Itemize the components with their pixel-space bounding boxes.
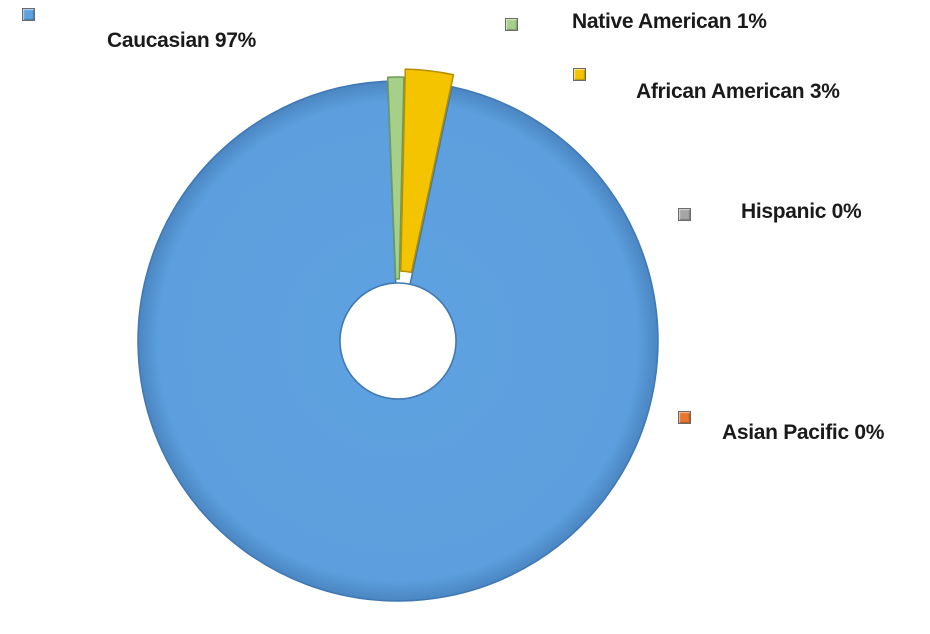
legend-label-asian-pacific: Asian Pacific 0% [722, 421, 885, 444]
pie-slice-native-american [386, 76, 405, 280]
legend-label-african-american: African American 3% [636, 80, 840, 103]
legend-label-native-american: Native American 1% [572, 10, 767, 33]
legend-swatch-asian-pacific [678, 411, 691, 424]
legend-swatch-caucasian [22, 8, 35, 21]
legend-label-hispanic: Hispanic 0% [741, 200, 862, 223]
pie-slice-african-american [399, 68, 455, 274]
legend-swatch-african-american [573, 68, 586, 81]
legend-swatch-native-american [505, 18, 518, 31]
legend-label-caucasian: Caucasian 97% [107, 29, 257, 52]
legend-swatch-hispanic [678, 208, 691, 221]
doughnut-hole [339, 282, 457, 400]
